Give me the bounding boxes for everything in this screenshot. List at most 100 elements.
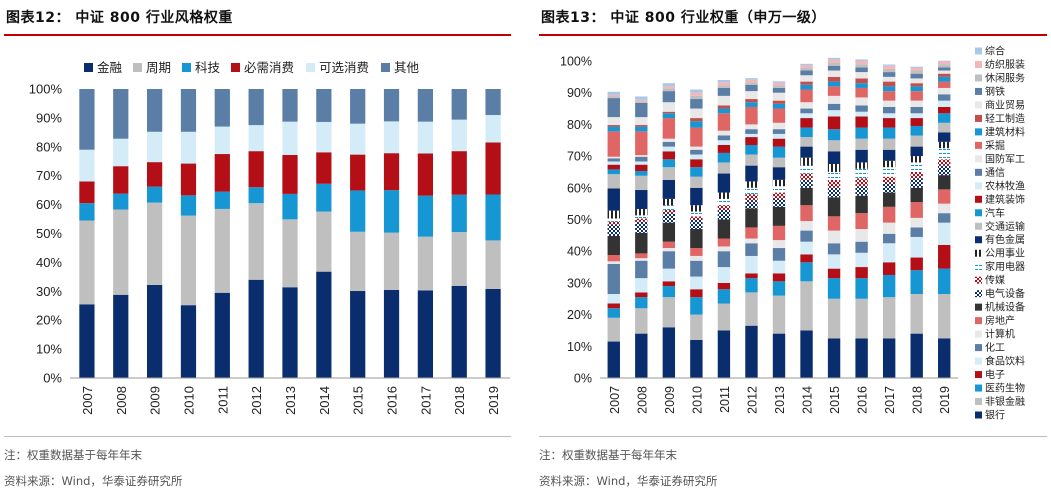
bar-segment <box>745 137 758 146</box>
legend-swatch <box>975 222 982 230</box>
bar-segment <box>690 260 703 277</box>
bar-segment <box>855 195 868 214</box>
bar-segment <box>717 282 731 290</box>
bar-segment <box>800 89 813 103</box>
bar-segment <box>938 189 951 204</box>
legend-label: 电气设备 <box>985 287 1025 300</box>
bar-segment <box>607 303 620 309</box>
bar-segment <box>214 292 230 378</box>
bar-segment <box>938 87 951 95</box>
bar-segment <box>800 102 813 109</box>
bar-segment <box>745 243 758 256</box>
bar-segment <box>451 194 467 233</box>
bar-segment <box>772 157 786 168</box>
bar-segment <box>800 173 813 180</box>
bar-segment <box>147 186 163 203</box>
bar-segment <box>635 156 648 162</box>
bar-segment <box>938 76 951 82</box>
bar-segment <box>607 126 620 132</box>
bar-segment <box>635 99 648 102</box>
legend-swatch <box>975 101 982 109</box>
bar-segment <box>662 111 676 114</box>
bar-segment <box>827 59 841 63</box>
bar-segment <box>717 289 731 304</box>
legend-swatch <box>975 249 982 257</box>
bar-segment <box>717 209 731 220</box>
y-tick-label: 20% <box>36 313 62 328</box>
bar-segment <box>607 96 620 99</box>
bar-segment <box>772 333 786 378</box>
x-tick-label: 2014 <box>801 386 815 414</box>
bar-segment <box>882 274 896 298</box>
bar-segment <box>745 194 758 201</box>
legend-label: 综合 <box>985 45 1005 58</box>
bar-segment <box>800 205 813 222</box>
bar-segment <box>690 146 703 150</box>
bar-segment <box>910 333 923 378</box>
bar-segment <box>607 158 620 162</box>
bar-segment <box>827 338 841 379</box>
bar-segment <box>316 89 332 122</box>
left-chart-source: 资料来源：Wind，华泰证券研究所 <box>4 474 183 488</box>
right-title-bar: 图表13： 中证 800 行业权重（申万一级） <box>539 0 1047 36</box>
bar-segment <box>662 281 676 287</box>
y-tick-label: 0% <box>43 371 62 386</box>
x-tick-label: 2016 <box>856 386 870 414</box>
bar-segment <box>717 80 731 83</box>
legend-label: 纺织服装 <box>985 58 1025 71</box>
bar-segment <box>938 106 951 114</box>
bar-segment <box>662 146 676 152</box>
bar-segment <box>800 165 813 174</box>
bar-segment <box>717 162 731 174</box>
bar-segment <box>607 174 620 189</box>
bar-segment <box>855 186 868 196</box>
bar-segment <box>745 278 758 293</box>
legend-label: 可选消费 <box>319 60 369 75</box>
bar-segment <box>910 78 923 84</box>
bar-segment <box>214 191 230 209</box>
legend-label: 其他 <box>394 60 420 75</box>
right-chart-title: 图表13： 中证 800 行业权重（申万一级） <box>541 10 826 26</box>
bar-segment <box>79 304 95 378</box>
bar-segment <box>855 64 868 68</box>
bar-segment <box>662 241 676 249</box>
bar-segment <box>772 167 786 180</box>
bar-segment <box>607 98 620 118</box>
bar-segment <box>800 230 813 242</box>
bar-segment <box>938 70 951 74</box>
x-tick-label: 2019 <box>486 386 501 415</box>
bar-segment <box>827 95 841 104</box>
bar-segment <box>635 232 648 254</box>
bar-segment <box>910 100 923 107</box>
bar-segment <box>772 108 786 123</box>
bar-segment <box>882 86 896 92</box>
legend-label: 汽车 <box>985 206 1005 219</box>
bar-segment <box>214 126 230 155</box>
legend-swatch <box>975 371 982 379</box>
bar-segment <box>882 118 896 128</box>
left-chart-panel: 图表12： 中证 800 行业风格权重 0% 10% 20% 30% 40% 50% 60%… <box>0 0 515 500</box>
bar-segment <box>882 106 896 114</box>
y-tick-label: 40% <box>567 245 592 259</box>
bar-segment <box>772 248 786 261</box>
bar-segment <box>882 68 896 73</box>
bar-segment <box>635 258 648 261</box>
bar-segment <box>635 125 648 127</box>
bar-segment <box>745 84 758 92</box>
bar-segment <box>772 260 786 274</box>
bar-segment <box>451 232 467 286</box>
bar-segment <box>662 113 676 119</box>
bar-segment <box>662 159 676 168</box>
x-tick-label: 2008 <box>635 386 649 414</box>
bar-segment <box>662 86 676 89</box>
bar-segment <box>417 195 433 237</box>
bar-segment <box>485 142 501 195</box>
bar-segment <box>248 203 264 280</box>
bar-segment <box>79 89 95 150</box>
bar-segment <box>910 66 923 68</box>
bar-segment <box>635 218 648 222</box>
bar-segment <box>635 102 648 118</box>
bar-segment <box>690 187 703 206</box>
bar-segment <box>855 97 868 106</box>
bar-segment <box>772 129 786 134</box>
